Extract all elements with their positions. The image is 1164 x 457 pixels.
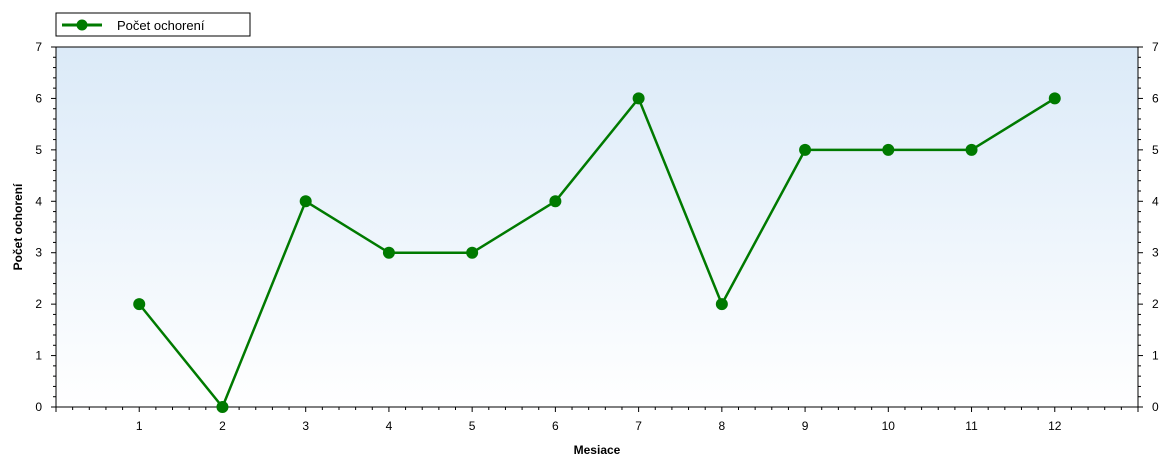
- x-tick-label: 12: [1048, 419, 1062, 433]
- x-tick-label: 8: [719, 419, 726, 433]
- data-point: [133, 298, 146, 311]
- legend-marker-swatch: [76, 19, 88, 31]
- data-point: [965, 143, 978, 156]
- data-point: [216, 401, 229, 413]
- x-tick-label: 9: [802, 419, 809, 433]
- series-line: [138, 97, 1056, 409]
- data-point: [715, 298, 728, 311]
- y-tick-label-right: 1: [1152, 349, 1159, 363]
- data-point: [549, 195, 562, 208]
- y-tick-label-left: 6: [35, 91, 42, 105]
- y-tick-label-right: 0: [1152, 400, 1159, 414]
- y-tick-label-left: 4: [35, 194, 42, 208]
- data-point: [799, 143, 812, 156]
- x-tick-label: 10: [882, 419, 896, 433]
- x-tick-label: 2: [219, 419, 226, 433]
- legend-label: Počet ochorení: [117, 18, 205, 33]
- axis-ticks: [51, 46, 1143, 412]
- y-tick-label-left: 2: [35, 297, 42, 311]
- x-tick-label: 6: [552, 419, 559, 433]
- y-tick-label-left: 5: [35, 143, 42, 157]
- y-tick-label-right: 3: [1152, 246, 1159, 260]
- data-point: [882, 143, 895, 156]
- x-tick-label: 4: [386, 419, 393, 433]
- series-layer: [133, 92, 1061, 413]
- y-axis-title: Počet ochorení: [11, 183, 25, 270]
- legend-box: [55, 12, 251, 37]
- data-point: [466, 246, 479, 259]
- y-tick-label-right: 6: [1152, 91, 1159, 105]
- x-tick-label: 5: [469, 419, 476, 433]
- data-point: [382, 246, 395, 259]
- legend: Počet ochorení: [55, 12, 251, 37]
- y-tick-label-left: 0: [35, 400, 42, 414]
- data-point: [1048, 92, 1061, 105]
- x-tick-label: 3: [302, 419, 309, 433]
- y-tick-label-left: 3: [35, 246, 42, 260]
- x-tick-label: 7: [635, 419, 642, 433]
- data-point: [299, 195, 312, 208]
- x-tick-label: 11: [965, 419, 978, 433]
- y-tick-label-right: 5: [1152, 143, 1159, 157]
- y-tick-label-left: 7: [35, 40, 42, 54]
- plot-area: [56, 47, 1138, 407]
- y-tick-label-right: 7: [1152, 40, 1159, 54]
- data-point: [632, 92, 645, 105]
- y-tick-label-right: 2: [1152, 297, 1159, 311]
- y-tick-label-left: 1: [35, 349, 42, 363]
- x-axis-title: Mesiace: [574, 443, 621, 457]
- tick-labels: 0 01 12 23 34 45 56 67 71 2 3 4 5 6 7 8 9 10 11 12: [35, 40, 1159, 433]
- x-tick-label: 1: [136, 419, 143, 433]
- y-tick-label-right: 4: [1152, 194, 1159, 208]
